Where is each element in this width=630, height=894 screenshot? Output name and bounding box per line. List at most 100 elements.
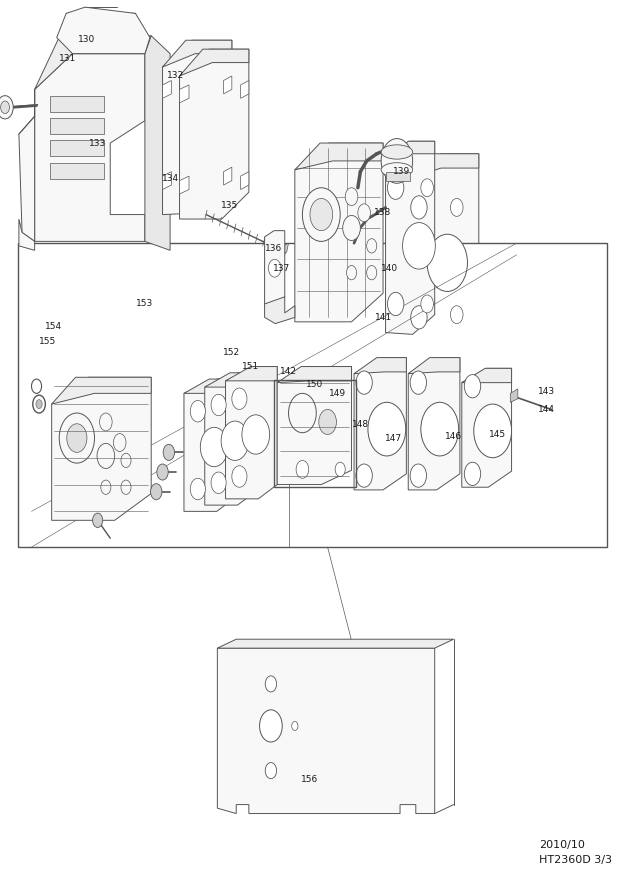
Circle shape: [242, 415, 270, 454]
Circle shape: [36, 400, 42, 409]
Polygon shape: [408, 154, 479, 179]
Polygon shape: [410, 325, 504, 362]
Polygon shape: [19, 89, 35, 241]
Polygon shape: [226, 367, 277, 381]
Polygon shape: [184, 379, 236, 511]
Polygon shape: [265, 297, 295, 324]
Circle shape: [387, 292, 404, 316]
Circle shape: [346, 266, 357, 280]
Text: 150: 150: [306, 380, 324, 389]
Circle shape: [265, 676, 277, 692]
Circle shape: [421, 402, 459, 456]
Circle shape: [157, 464, 168, 480]
Polygon shape: [510, 389, 518, 402]
Circle shape: [211, 394, 226, 416]
Circle shape: [100, 413, 112, 431]
Polygon shape: [408, 358, 460, 374]
Polygon shape: [57, 7, 150, 54]
Ellipse shape: [381, 163, 413, 177]
Circle shape: [367, 239, 377, 253]
Polygon shape: [35, 54, 145, 241]
Circle shape: [410, 371, 427, 394]
Circle shape: [113, 434, 126, 451]
Text: 143: 143: [538, 387, 556, 396]
Circle shape: [450, 306, 463, 324]
Polygon shape: [277, 367, 352, 485]
Circle shape: [343, 215, 360, 240]
Text: 135: 135: [221, 201, 239, 210]
Polygon shape: [386, 141, 435, 161]
Text: 155: 155: [38, 337, 56, 346]
Polygon shape: [50, 163, 104, 179]
Text: 142: 142: [280, 367, 297, 375]
Text: 141: 141: [374, 313, 392, 322]
Polygon shape: [52, 377, 151, 520]
Circle shape: [421, 295, 433, 313]
Text: 145: 145: [489, 430, 507, 439]
Circle shape: [0, 96, 13, 119]
Text: 147: 147: [385, 434, 403, 443]
Circle shape: [356, 371, 372, 394]
Polygon shape: [205, 373, 256, 505]
Circle shape: [121, 453, 131, 468]
Text: 140: 140: [381, 264, 398, 273]
Polygon shape: [386, 141, 435, 334]
Circle shape: [368, 402, 406, 456]
Polygon shape: [226, 367, 277, 499]
Circle shape: [232, 466, 247, 487]
Polygon shape: [163, 40, 232, 67]
Text: 131: 131: [59, 54, 77, 63]
Polygon shape: [163, 172, 171, 190]
Circle shape: [450, 198, 463, 216]
Circle shape: [260, 710, 282, 742]
Polygon shape: [205, 373, 256, 387]
Circle shape: [67, 424, 87, 452]
Circle shape: [268, 259, 281, 277]
Circle shape: [464, 462, 481, 485]
Circle shape: [190, 478, 205, 500]
Circle shape: [1, 101, 9, 114]
Polygon shape: [163, 80, 171, 98]
Circle shape: [200, 427, 228, 467]
Polygon shape: [217, 639, 454, 648]
Circle shape: [411, 306, 427, 329]
Bar: [18, 243, 607, 547]
Text: 146: 146: [445, 432, 462, 441]
Circle shape: [292, 721, 298, 730]
Text: 154: 154: [45, 322, 62, 331]
Polygon shape: [50, 96, 104, 112]
Text: 130: 130: [78, 35, 96, 44]
Text: 137: 137: [273, 264, 290, 273]
Circle shape: [427, 234, 467, 291]
Polygon shape: [50, 118, 104, 134]
Polygon shape: [217, 648, 435, 814]
Circle shape: [381, 139, 413, 183]
Circle shape: [302, 188, 340, 241]
Text: 149: 149: [328, 389, 346, 398]
Polygon shape: [35, 36, 151, 89]
Circle shape: [367, 266, 377, 280]
Circle shape: [163, 444, 175, 460]
Text: 139: 139: [393, 167, 411, 176]
Circle shape: [411, 196, 427, 219]
Polygon shape: [265, 231, 285, 304]
Polygon shape: [224, 76, 232, 94]
Polygon shape: [241, 172, 249, 190]
Text: 2010/10: 2010/10: [539, 839, 585, 850]
Circle shape: [335, 462, 345, 477]
Polygon shape: [295, 143, 383, 322]
Polygon shape: [408, 154, 479, 350]
Text: 152: 152: [223, 348, 241, 357]
Circle shape: [221, 421, 249, 460]
Circle shape: [410, 464, 427, 487]
Polygon shape: [277, 367, 352, 383]
Circle shape: [474, 404, 512, 458]
Polygon shape: [386, 172, 410, 181]
Ellipse shape: [381, 145, 413, 159]
Circle shape: [211, 472, 226, 493]
Circle shape: [421, 179, 433, 197]
Circle shape: [101, 480, 111, 494]
Circle shape: [97, 443, 115, 468]
Text: 151: 151: [242, 362, 260, 371]
Polygon shape: [462, 368, 512, 383]
